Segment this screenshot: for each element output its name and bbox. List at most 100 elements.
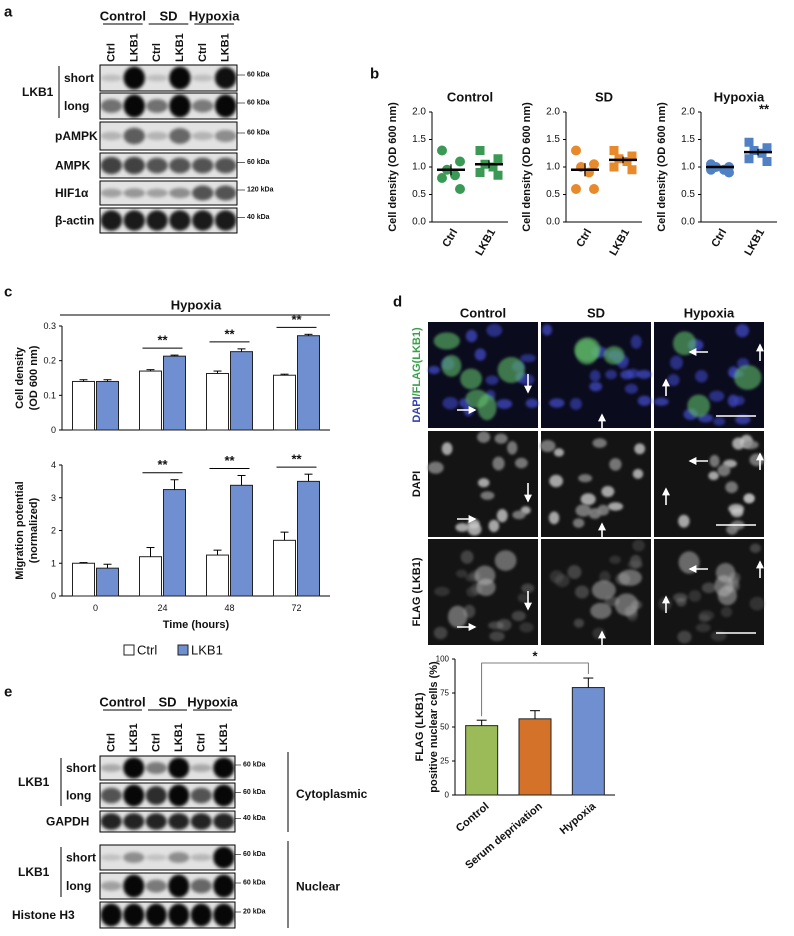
band [168,757,190,779]
cells [539,438,646,528]
band [168,813,190,830]
significance: ** [157,457,168,472]
micrograph [654,431,764,537]
kda-label: 40 kDa [243,815,266,822]
nucleus [549,474,563,488]
data-point [744,154,754,164]
flag-cell [614,593,639,616]
blot-strip [100,845,235,870]
column-title: SD [587,306,605,321]
nucleus [460,550,474,564]
band [123,757,145,779]
row-label: pAMPK [55,129,98,143]
y-tick-label: 0 [51,591,56,601]
band [190,787,212,804]
kda-label: 60 kDa [247,100,270,107]
y-tick-label: 0.5 [546,189,560,200]
nucleus [735,414,751,425]
nucleus [480,491,495,500]
y-axis-label: (OD 600 nm) [28,345,40,410]
nucleus [708,471,719,481]
significance-bracket [481,662,589,717]
band [145,854,167,861]
row-label: short [64,71,94,85]
bar [163,355,186,431]
bar [206,554,229,597]
nucleus [698,614,710,623]
nucleus [494,433,508,444]
nucleus [678,514,690,528]
y-tick-label: 0.2 [43,356,56,366]
bar [230,351,253,431]
bar [206,372,229,431]
data-point [437,173,447,183]
chart-title: Control [447,90,493,105]
y-tick-label: 2 [51,526,56,536]
blot-strip [100,783,235,808]
kda-label: 120 kDa [247,187,274,194]
blot-border [99,755,236,781]
blot-strip [100,208,237,233]
data-point [622,157,632,166]
row-label: β-actin [55,214,94,228]
band [192,210,214,231]
kda-label: 60 kDa [247,130,270,137]
blot-border [99,810,236,833]
y-tick-label: 4 [51,460,56,470]
flag-cell [474,565,496,586]
y-tick-label: 2.0 [412,107,426,118]
nucleus [442,396,459,410]
band [213,903,235,927]
nucleus [658,597,672,611]
x-tick-label: 0 [93,603,98,613]
lane-label: Ctrl [150,733,162,752]
row-label: FLAG (LKB1) [411,557,423,626]
bar [273,374,296,431]
bar [571,687,605,796]
band [100,74,123,82]
data-point [455,184,465,194]
nucleus [670,355,683,370]
y-axis-label: Cell density (OD 600 nm) [521,102,533,232]
y-tick-label: 0.5 [681,189,695,200]
nucleus [749,543,761,554]
band [146,74,168,82]
bands [100,156,237,175]
bar [297,480,320,597]
band [100,903,122,927]
cells [541,324,652,410]
y-tick-label: 1.5 [546,134,560,145]
x-tick-label: Control [454,800,492,834]
band [146,210,168,231]
blot-strip [100,181,237,205]
data-point [450,170,460,181]
lane-label: LKB1 [128,33,140,62]
lane-label: Ctrl [195,733,207,752]
nucleus [589,370,601,382]
nucleus [570,398,582,410]
lane-label: LKB1 [173,723,185,752]
nucleus [717,464,731,477]
bar [465,725,499,796]
nucleus [477,431,491,443]
band [100,787,122,804]
band [192,185,214,201]
y-axis-label: Cell density (OD 600 nm) [656,102,668,232]
data-point [724,167,734,178]
protein-label: LKB1 [22,85,54,99]
nucleus [521,583,535,593]
band [168,903,190,927]
nucleus [701,582,716,594]
blot-border [99,92,238,120]
nucleus [427,461,444,474]
data-point [571,145,581,156]
lane-label: LKB1 [174,33,186,62]
nucleus [541,324,553,336]
bar [139,370,162,431]
data-point [571,184,581,194]
nucleus [477,478,490,488]
bands [100,846,235,869]
lane-label: Ctrl [105,43,117,62]
y-tick-label: 1.0 [412,162,426,173]
nucleus [519,622,534,633]
